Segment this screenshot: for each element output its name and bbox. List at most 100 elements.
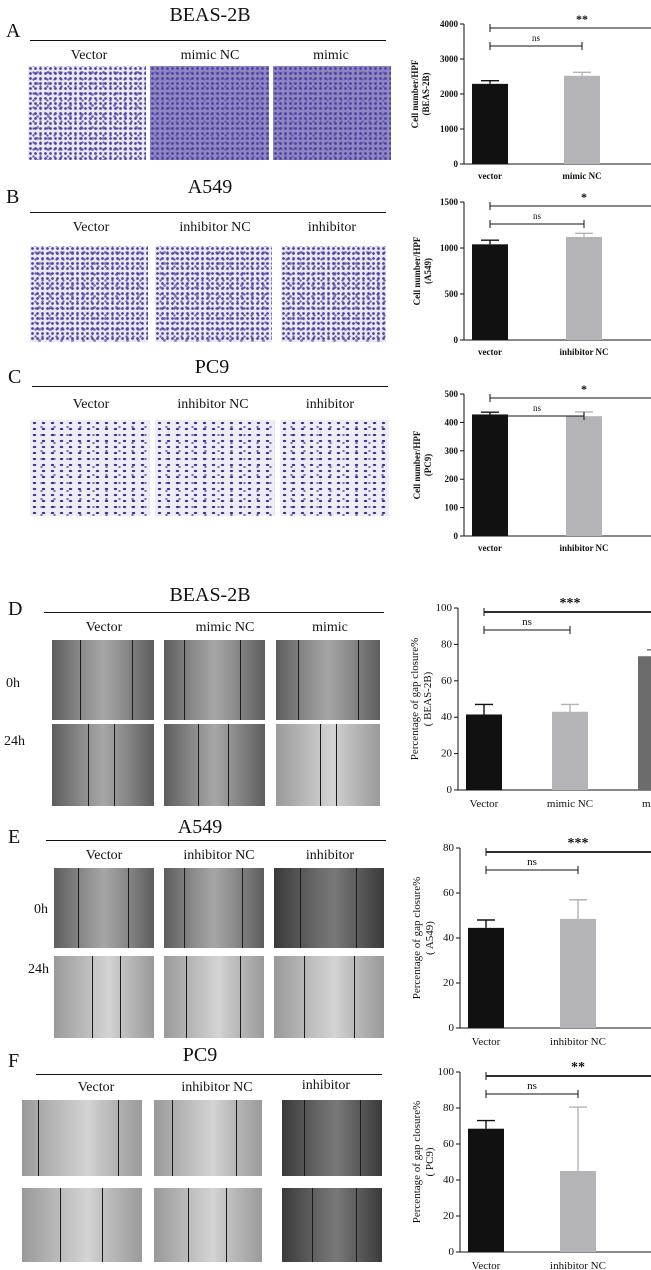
panel-f-0h-inhibitor-nc [154, 1100, 262, 1176]
panel-letter-c: C [8, 366, 22, 388]
y-tick-label: 40 [443, 932, 455, 944]
y-tick-label: 60 [443, 887, 455, 899]
y-axis-label: Percentage of gap closure%( A549) [411, 877, 436, 999]
panel-a-title: BEAS-2B [169, 4, 251, 26]
panel-b-col-inhibitor-nc: inhibitor NC [179, 220, 251, 235]
panel-e-title: A549 [177, 816, 223, 838]
panel-e-rule [46, 840, 386, 841]
panel-f-4h-vector [22, 1188, 142, 1262]
y-tick-label: 20 [443, 1210, 455, 1222]
panel-e-col-vector: Vector [85, 848, 123, 863]
x-tick-label: inhibitor NC [550, 1260, 606, 1270]
y-tick-label: 100 [445, 503, 459, 513]
panel-a-image-vector [28, 66, 146, 160]
panel-c-title: PC9 [194, 356, 230, 378]
panel-c-col-inhibitor-nc: inhibitor NC [177, 397, 249, 412]
bar-vector [472, 83, 508, 164]
y-tick-label: 40 [441, 711, 453, 723]
panel-d-0h-vector [52, 640, 154, 720]
y-tick-label: 60 [441, 675, 453, 687]
y-axis-label: Cell number/HPF(A549) [412, 236, 433, 305]
x-tick-label: mimic NC [547, 798, 593, 810]
x-tick-label: vector [478, 543, 502, 553]
panel-d-24h-mimic-nc [164, 724, 265, 806]
panel-b-title: A549 [187, 176, 233, 198]
sig-label: ** [571, 1060, 585, 1075]
y-axis-label: Cell number/HPF(BEAS-2B) [410, 59, 431, 128]
y-axis-label: Percentage of gap closure%( PC9) [411, 1101, 436, 1223]
y-axis-label-line: (PC9) [423, 454, 433, 477]
sig-label: * [581, 190, 587, 204]
y-tick-label: 0 [449, 1246, 455, 1258]
sig-label: *** [560, 596, 581, 611]
y-tick-label: 100 [436, 602, 453, 614]
bar-vector [472, 414, 508, 536]
x-tick-label: vector [478, 347, 502, 357]
panel-e-0h-vector [54, 868, 154, 948]
panel-f-rule [36, 1074, 382, 1075]
panel-a-col-vector: Vector [70, 48, 108, 63]
y-tick-label: 4000 [440, 19, 459, 29]
panel-c-col-inhibitor: inhibitor [305, 397, 355, 412]
panel-b-col-vector: Vector [72, 220, 110, 235]
panel-b-image-inhibitor [281, 246, 386, 342]
panel-c-image-inhibitor [280, 420, 389, 516]
panel-d-0h-mimic [276, 640, 380, 720]
panel-letter-b: B [6, 186, 20, 208]
y-tick-label: 0 [454, 159, 459, 169]
x-tick-label: inhibitor NC [559, 347, 608, 357]
y-tick-label: 0 [454, 531, 459, 541]
bar-mimic [638, 656, 651, 790]
y-axis-label-line: (BEAS-2B) [421, 72, 431, 115]
sig-label: ns [533, 403, 542, 413]
y-tick-label: 0 [447, 784, 453, 796]
panel-e-col-inhibitor-nc: inhibitor NC [183, 848, 255, 863]
x-tick-label: mimic [642, 798, 651, 810]
y-axis-label-line: Cell number/HPF [412, 430, 422, 499]
chart-5: 0 20 40 60 80 Percentage of gap closure%( A54… [411, 836, 651, 1048]
y-tick-label: 80 [443, 1102, 455, 1114]
y-tick-label: 0 [454, 335, 459, 345]
y-axis-label-line: Percentage of gap closure% [411, 1101, 423, 1223]
y-axis-label-line: ( PC9) [424, 1147, 436, 1176]
sig-label: ns [522, 616, 532, 628]
bar-vector [466, 714, 502, 790]
y-axis-label-line: ( A549) [424, 921, 436, 955]
y-axis-label-line: Cell number/HPF [410, 59, 420, 128]
panel-f-4h-inhibitor [282, 1188, 382, 1262]
x-tick-label: inhibitor NC [550, 1036, 606, 1048]
bar-inhibitor-nc [566, 236, 602, 340]
bar-inhibitor-nc [560, 1171, 596, 1252]
panel-letter-f: F [8, 1050, 20, 1072]
panel-d-row-24h: 24h [4, 734, 25, 749]
y-tick-label: 300 [445, 446, 459, 456]
panel-c-image-inhibitor-nc [155, 420, 275, 516]
bar-mimic-nc [564, 75, 600, 164]
y-tick-label: 0 [449, 1022, 455, 1034]
y-tick-label: 200 [445, 474, 459, 484]
panel-d-col-vector: Vector [85, 620, 123, 635]
panel-a-col-mimic-nc: mimic NC [180, 48, 240, 63]
panel-f-col-vector: Vector [77, 1080, 115, 1095]
panel-letter-d: D [8, 598, 23, 620]
panel-f-4h-inhibitor-nc [154, 1188, 262, 1262]
panel-f-col-inhibitor-nc: inhibitor NC [181, 1080, 253, 1095]
x-tick-label: Vector [472, 1260, 501, 1270]
y-tick-label: 400 [445, 417, 459, 427]
x-tick-label: Vector [472, 1036, 501, 1048]
panel-f-col-inhibitor: inhibitor [301, 1078, 351, 1093]
sig-label: ** [576, 12, 588, 26]
panel-e-24h-inhibitor [274, 956, 384, 1038]
y-tick-label: 3000 [440, 54, 459, 64]
panel-d-24h-vector [52, 724, 154, 806]
sig-label: *** [568, 836, 589, 851]
y-tick-label: 80 [443, 842, 455, 854]
panel-b-image-vector [30, 246, 148, 342]
chart-3: 0 100 200 300 400 500 Cell number/HPF(PC9) vect… [412, 382, 651, 553]
x-tick-label: Vector [470, 798, 499, 810]
panel-b-image-inhibitor-nc [155, 246, 272, 342]
y-axis-label: Cell number/HPF(PC9) [412, 430, 433, 499]
sig-label: * [581, 382, 587, 396]
x-tick-label: inhibitor NC [559, 543, 608, 553]
